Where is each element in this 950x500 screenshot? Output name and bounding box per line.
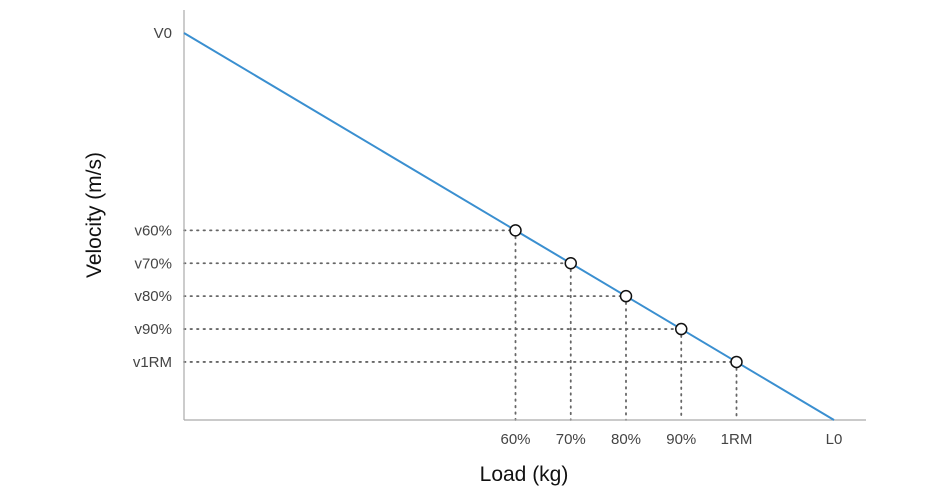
- data-point: [730, 355, 743, 369]
- data-point: [675, 322, 688, 336]
- y-tick-label: v1RM: [133, 354, 172, 371]
- y-tick-label: v90%: [134, 321, 172, 338]
- x-axis-title: Load (kg): [480, 463, 569, 486]
- x-tick-labels: 60% 70% 80% 90% 1RM L0: [500, 431, 842, 448]
- x-tick-label: 60%: [500, 431, 530, 448]
- data-point: [619, 289, 633, 303]
- y-tick-label: v60%: [134, 222, 172, 239]
- x-tick-label: L0: [826, 431, 843, 448]
- x-tick-label: 80%: [611, 431, 641, 448]
- x-tick-label: 70%: [556, 431, 586, 448]
- data-points: [509, 224, 743, 369]
- y-tick-label: v80%: [134, 288, 172, 305]
- load-velocity-line: [183, 32, 835, 421]
- y-tick-labels: V0 v60% v70% v80% v90% v1RM: [133, 25, 172, 371]
- y-tick-label: v70%: [134, 255, 172, 272]
- y-tick-label: V0: [154, 25, 172, 42]
- guide-lines: [183, 229, 738, 421]
- data-point: [509, 224, 522, 237]
- x-tick-label: 90%: [666, 431, 696, 448]
- y-axis-title: Velocity (m/s): [83, 152, 106, 278]
- x-tick-label: 1RM: [721, 431, 753, 448]
- data-point: [564, 257, 577, 270]
